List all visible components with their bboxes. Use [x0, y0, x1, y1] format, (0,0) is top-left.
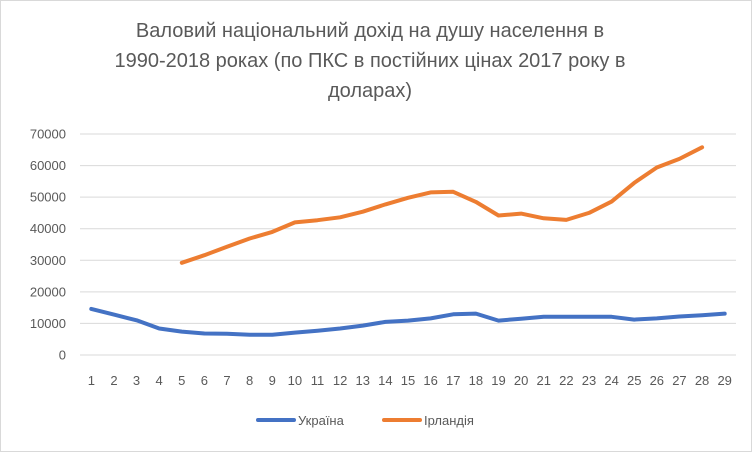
- x-tick-label: 2: [110, 373, 117, 388]
- x-tick-label: 28: [695, 373, 709, 388]
- x-tick-label: 5: [178, 373, 185, 388]
- y-tick-label: 40000: [30, 221, 66, 236]
- x-tick-label: 12: [333, 373, 347, 388]
- chart-title-line-3: доларах): [327, 80, 413, 102]
- x-tick-label: 6: [201, 373, 208, 388]
- y-tick-label: 20000: [30, 284, 66, 299]
- x-tick-label: 9: [269, 373, 276, 388]
- x-tick-label: 3: [133, 373, 140, 388]
- x-tick-label: 11: [311, 373, 325, 388]
- legend-label-1: Україна: [298, 413, 345, 428]
- series-line-2: [179, 145, 705, 265]
- x-tick-label: 10: [288, 373, 302, 388]
- x-tick-label: 4: [156, 373, 163, 388]
- x-tick-label: 27: [672, 373, 686, 388]
- y-tick-label: 30000: [30, 253, 66, 268]
- chart-title: Валовий національний дохід на душу насел…: [60, 16, 680, 106]
- legend-label-2: Ірландія: [424, 413, 474, 428]
- x-tick-label: 19: [491, 373, 505, 388]
- chart-title-line-1: Валовий національний дохід на душу насел…: [135, 20, 605, 42]
- x-tick-label: 14: [378, 373, 392, 388]
- chart-title-line-2: 1990-2018 роках (по ПКС в постійних ціна…: [114, 50, 626, 72]
- y-tick-label: 0: [59, 348, 66, 363]
- y-tick-label: 50000: [30, 190, 66, 205]
- x-tick-label: 8: [246, 373, 253, 388]
- x-tick-label: 16: [423, 373, 437, 388]
- y-tick-label: 60000: [30, 158, 66, 173]
- x-tick-label: 20: [514, 373, 528, 388]
- x-tick-label: 15: [401, 373, 415, 388]
- x-tick-label: 22: [559, 373, 573, 388]
- x-tick-label: 21: [536, 373, 550, 388]
- y-tick-label: 70000: [30, 127, 66, 142]
- x-tick-label: 29: [717, 373, 731, 388]
- x-tick-label: 17: [446, 373, 460, 388]
- x-tick-label: 24: [604, 373, 618, 388]
- x-tick-label: 18: [469, 373, 483, 388]
- series-line-1: [89, 306, 727, 337]
- x-tick-label: 25: [627, 373, 641, 388]
- y-tick-label: 10000: [30, 316, 66, 331]
- x-tick-label: 1: [88, 373, 95, 388]
- x-tick-label: 13: [356, 373, 370, 388]
- x-tick-label: 7: [223, 373, 230, 388]
- x-tick-label: 26: [650, 373, 664, 388]
- x-tick-label: 23: [582, 373, 596, 388]
